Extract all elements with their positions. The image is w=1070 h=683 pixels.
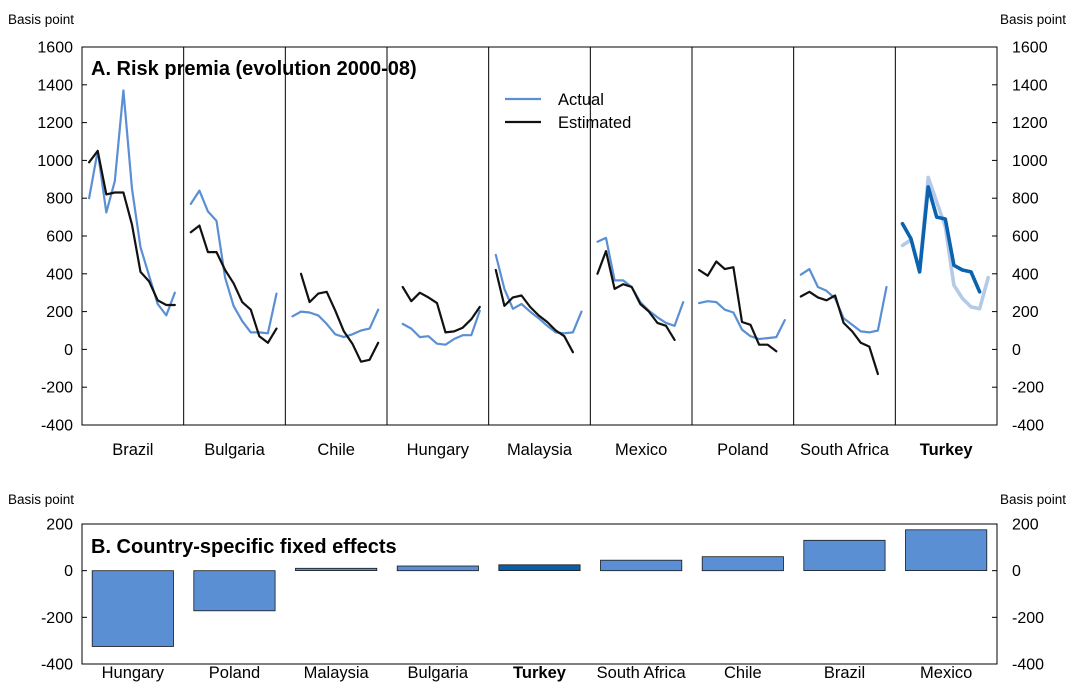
actual-line-brazil <box>88 89 176 317</box>
panel-b-x-label-malaysia: Malaysia <box>304 664 370 682</box>
bar-malaysia <box>295 567 378 571</box>
actual-line-bulgaria <box>189 189 278 335</box>
bar-chile <box>701 556 784 572</box>
panel-b-y-tick-label-right: -400 <box>1012 657 1044 674</box>
panel-a-y-tick-label-right: 800 <box>1012 191 1039 208</box>
panel-b-left-axis-label: Basis point <box>8 492 74 507</box>
panel-a-x-label-malaysia: Malaysia <box>507 441 573 459</box>
panel-a-risk-premia: Basis point Basis point 1600 1600 1400 1400… <box>8 12 1066 459</box>
actual-line-chile <box>291 308 380 339</box>
panel-a-x-label-hungary: Hungary <box>407 441 470 459</box>
panel-b-y-tick-label-right: 0 <box>1012 563 1021 580</box>
panel-a-left-axis-label: Basis point <box>8 12 74 27</box>
panel-a-x-label-brazil: Brazil <box>112 441 153 459</box>
bar-bulgaria <box>396 565 479 572</box>
panel-b-x-label-south-africa: South Africa <box>597 664 687 682</box>
panel-a-right-axis-label: Basis point <box>1000 12 1066 27</box>
estimated-line-brazil <box>88 149 176 307</box>
panel-a-x-label-poland: Poland <box>717 441 768 459</box>
panel-a-y-tick-label-left: 200 <box>46 304 73 321</box>
estimated-line-poland <box>698 260 778 353</box>
panel-b-x-label-bulgaria: Bulgaria <box>408 664 469 682</box>
panel-a-x-label-bulgaria: Bulgaria <box>204 441 265 459</box>
panel-a-y-tick-label-right: 1000 <box>1012 153 1048 170</box>
estimated-line-turkey <box>900 185 982 294</box>
bar-poland <box>193 570 276 612</box>
actual-line-poland <box>698 300 786 341</box>
panel-a-y-tick-label-left: 1200 <box>37 115 73 132</box>
panel-a-title: A. Risk premia (evolution 2000-08) <box>91 58 417 80</box>
panel-a-x-label-south-africa: South Africa <box>800 441 890 459</box>
estimated-line-mexico <box>596 250 676 341</box>
panel-b-x-label-poland: Poland <box>209 664 260 682</box>
panel-b-y-tick-label-left: 0 <box>64 563 73 580</box>
panel-b-x-label-brazil: Brazil <box>824 664 865 682</box>
panel-a-y-tick-label-left: 800 <box>46 191 73 208</box>
bar-hungary <box>91 570 174 647</box>
estimated-line-hungary <box>401 285 481 334</box>
panel-a-y-tick-label-right: 1200 <box>1012 115 1048 132</box>
panel-b-y-tick-label-left: -400 <box>41 657 73 674</box>
actual-line-south-africa <box>799 268 888 334</box>
legend: Actual Estimated <box>505 91 631 132</box>
panel-a-x-label-chile: Chile <box>317 441 355 459</box>
estimated-line-malaysia <box>494 268 574 354</box>
bar-brazil <box>803 539 886 571</box>
panel-a-y-tick-label-right: 0 <box>1012 342 1021 359</box>
panel-a-y-tick-label-right: 400 <box>1012 266 1039 283</box>
panel-a-y-tick-label-right: 200 <box>1012 304 1039 321</box>
panel-a-y-tick-label-left: 1600 <box>37 40 73 57</box>
panel-b-x-label-turkey: Turkey <box>513 664 567 682</box>
panel-b-y-tick-label-right: -200 <box>1012 610 1044 627</box>
estimated-line-bulgaria <box>189 224 278 344</box>
panel-a-y-tick-label-left: 1400 <box>37 77 73 94</box>
panel-b-y-tick-label-right: 200 <box>1012 517 1039 534</box>
panel-a-y-tick-label-left: 600 <box>46 229 73 246</box>
estimated-line-chile <box>299 272 380 363</box>
panel-a-x-label-mexico: Mexico <box>615 441 667 459</box>
panel-a-y-tick-label-left: -200 <box>41 380 73 397</box>
panel-a-y-tick-label-right: 1600 <box>1012 40 1048 57</box>
bar-mexico <box>905 529 988 571</box>
panel-a-y-tick-label-left: 1000 <box>37 153 73 170</box>
panel-b-plot-area: 200 200 0 0 -200 -200 -400 -400 Hungary Poland Mal… <box>41 517 1044 683</box>
panel-a-plot-area: 1600 1600 1400 1400 1200 1200 1000 1000 800 800 60… <box>37 40 1047 460</box>
actual-line-turkey <box>900 175 990 311</box>
actual-line-malaysia <box>494 253 583 335</box>
actual-line-hungary <box>401 309 481 346</box>
legend-label-estimated: Estimated <box>558 114 631 132</box>
bar-turkey <box>498 564 581 571</box>
bar-south-africa <box>600 559 683 572</box>
panel-a-y-tick-label-right: -200 <box>1012 380 1044 397</box>
estimated-line-south-africa <box>799 290 879 376</box>
actual-line-mexico <box>596 236 685 327</box>
panel-a-x-label-turkey: Turkey <box>920 441 974 459</box>
panel-a-y-tick-label-left: 0 <box>64 342 73 359</box>
panel-a-y-tick-label-left: 400 <box>46 266 73 283</box>
panel-b-x-label-hungary: Hungary <box>102 664 165 682</box>
panel-b-title: B. Country-specific fixed effects <box>91 536 397 558</box>
panel-b-right-axis-label: Basis point <box>1000 492 1066 507</box>
panel-a-y-tick-label-left: -400 <box>41 418 73 435</box>
panel-b-plot-frame <box>81 523 998 665</box>
panel-b-y-tick-label-left: -200 <box>41 610 73 627</box>
panel-b-y-tick-label-left: 200 <box>46 517 73 534</box>
panel-a-y-tick-label-right: 1400 <box>1012 77 1048 94</box>
panel-b-fixed-effects: Basis point Basis point 200 200 0 0 -200 -200… <box>8 492 1066 682</box>
panel-b-x-label-chile: Chile <box>724 664 762 682</box>
legend-label-actual: Actual <box>558 91 604 109</box>
panel-a-y-tick-label-right: 600 <box>1012 229 1039 246</box>
panel-b-x-label-mexico: Mexico <box>920 664 972 682</box>
panel-a-y-tick-label-right: -400 <box>1012 418 1044 435</box>
